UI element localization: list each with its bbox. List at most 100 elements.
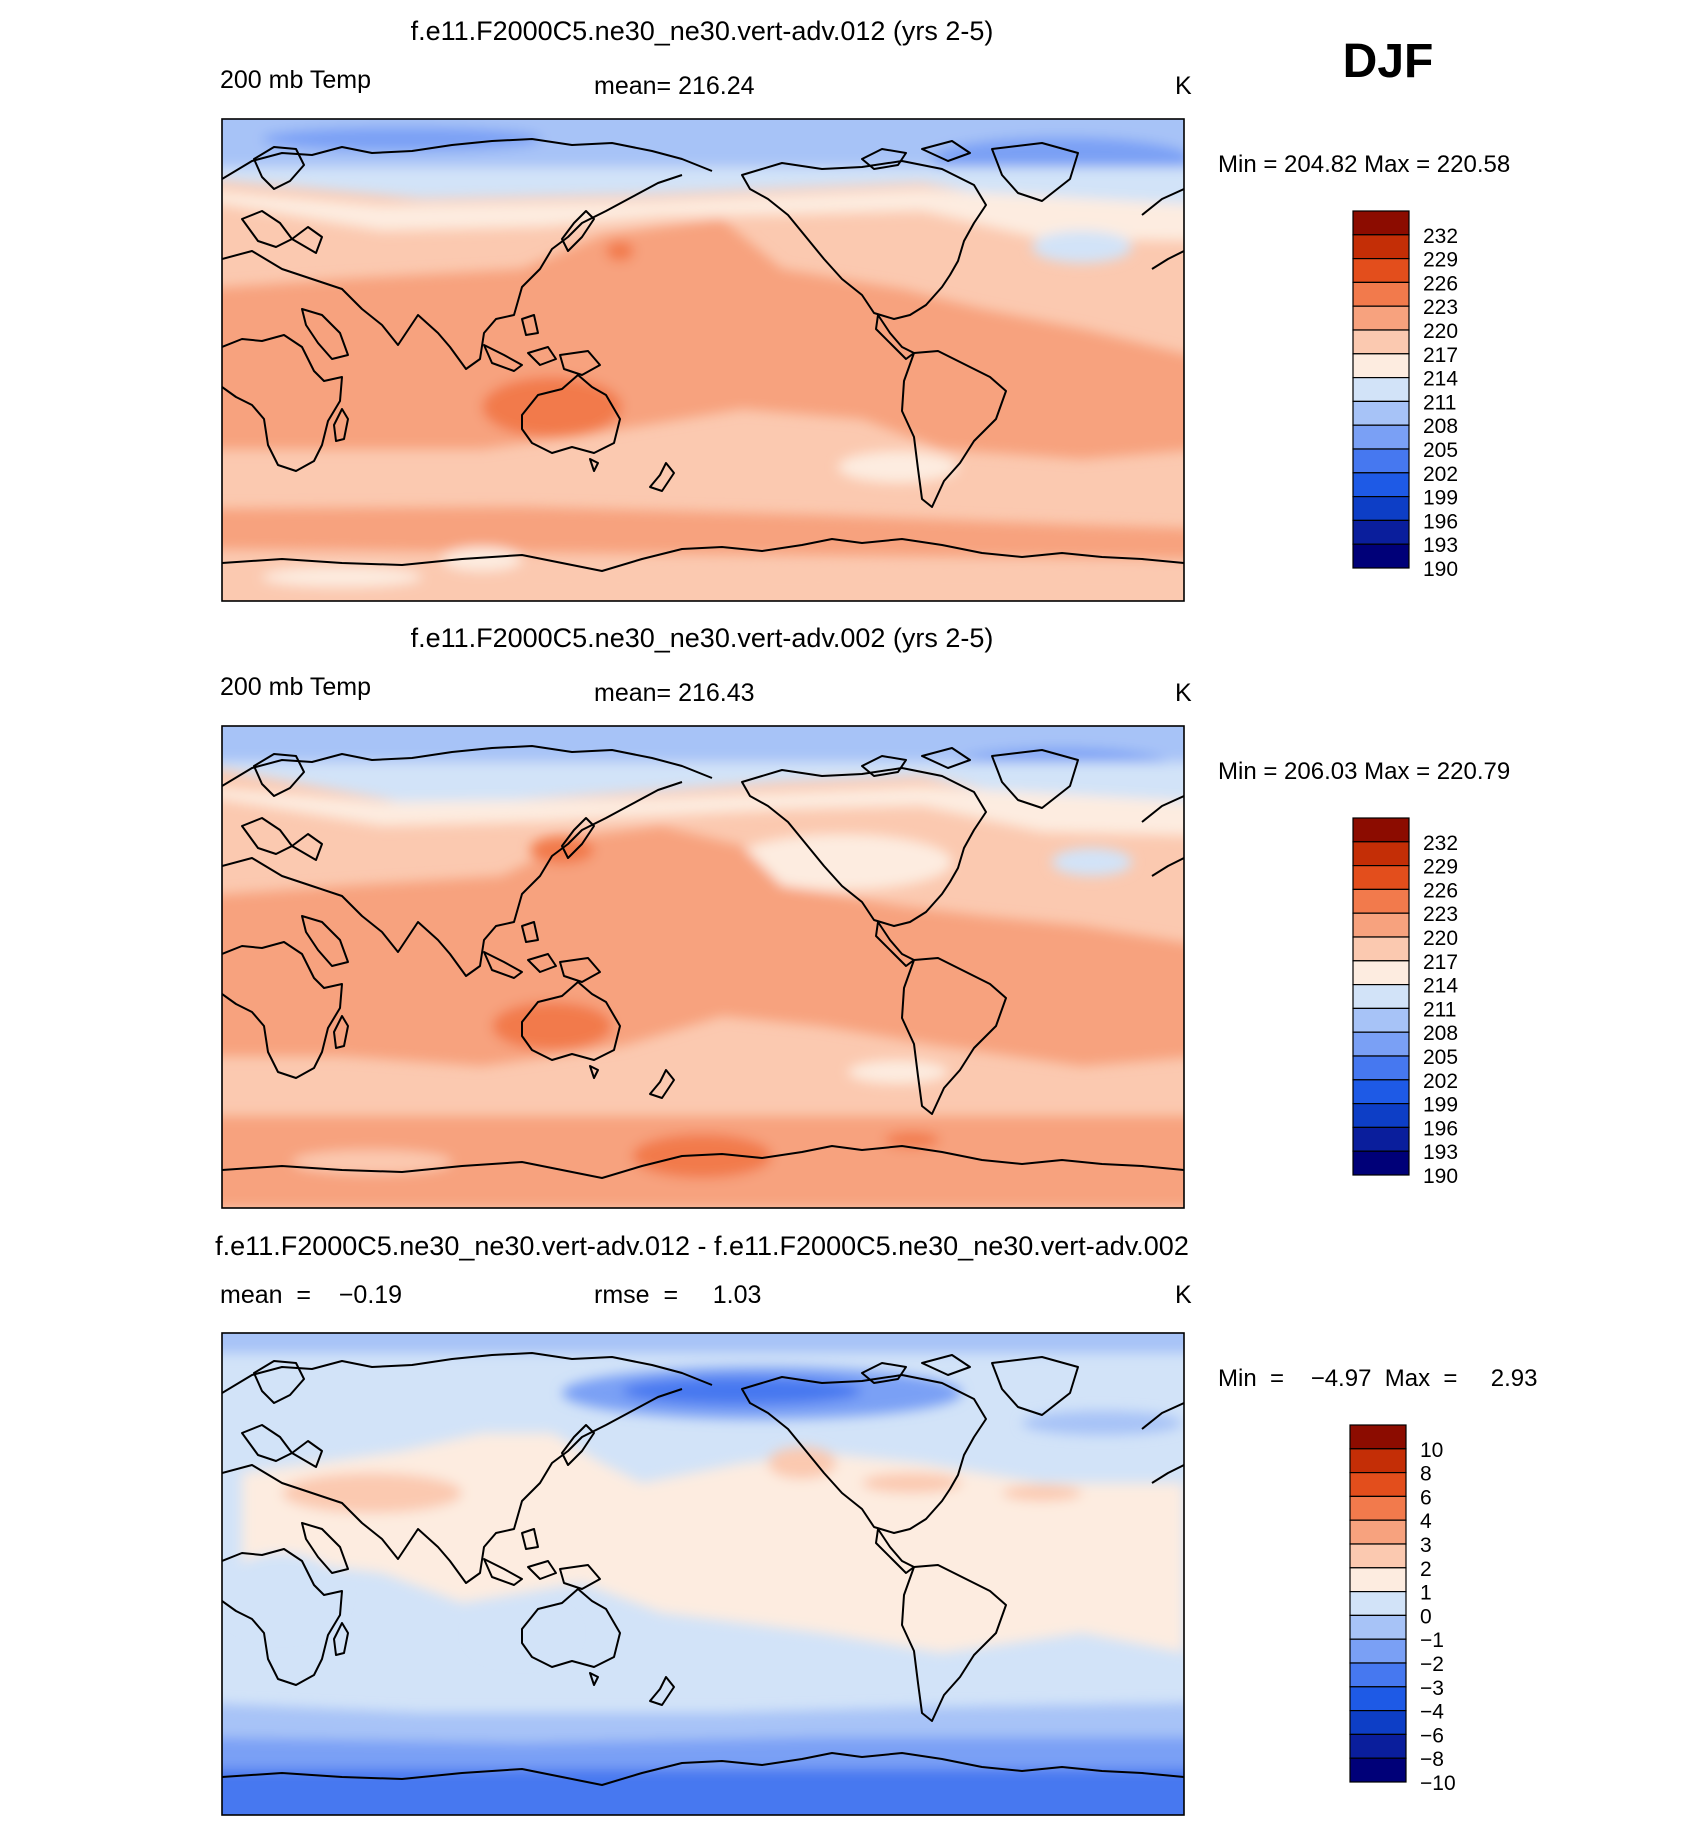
colorbar-swatch: [1352, 472, 1410, 498]
colorbar-swatch: [1352, 817, 1410, 843]
colorbar-tick-label: 217: [1423, 344, 1458, 367]
panel-2-title: f.e11.F2000C5.ne30_ne30.vert-adv.002 (yr…: [411, 623, 994, 653]
colorbar-tick-label: 223: [1423, 903, 1458, 926]
colorbar-tick-label: 220: [1423, 927, 1458, 950]
colorbar-swatch: [1352, 1103, 1410, 1129]
colorbar-swatch: [1352, 305, 1410, 331]
colorbar-swatch: [1352, 353, 1410, 379]
colorbar-tick-label: −3: [1420, 1677, 1444, 1700]
colorbar-tick-label: 2: [1420, 1558, 1432, 1581]
colorbar-tick-label: 232: [1423, 225, 1458, 248]
colorbar-swatch: [1352, 496, 1410, 522]
panel-3-rmse-label: rmse = 1.03: [594, 1281, 761, 1309]
panel-3-minmax-label: Min = −4.97 Max = 2.93: [1218, 1365, 1538, 1392]
colorbar-swatch: [1349, 1448, 1407, 1474]
colorbar-tick-label: −6: [1420, 1724, 1444, 1747]
panel-1: f.e11.F2000C5.ne30_ne30.vert-adv.012 (yr…: [220, 16, 1510, 602]
colorbar-tick-label: 202: [1423, 463, 1458, 486]
colorbar-swatch: [1352, 281, 1410, 307]
colorbar-swatch: [1349, 1710, 1407, 1736]
colorbar-swatch: [1352, 1079, 1410, 1105]
colorbar-swatch: [1352, 424, 1410, 450]
colorbar-swatch: [1352, 329, 1410, 355]
colorbar-swatch: [1352, 543, 1410, 569]
colorbar-swatch: [1349, 1733, 1407, 1759]
colorbar-tick-label: 190: [1423, 558, 1458, 581]
colorbar-swatch: [1352, 1126, 1410, 1152]
colorbar-tick-label: 4: [1420, 1510, 1432, 1533]
colorbar-swatch: [1352, 519, 1410, 545]
colorbar-tick-label: −8: [1420, 1748, 1444, 1771]
colorbar-tick-label: 196: [1423, 510, 1458, 533]
colorbar-swatch: [1352, 984, 1410, 1010]
panel-1-map: [221, 118, 1185, 602]
colorbar-swatch: [1349, 1519, 1407, 1545]
panel-1-minmax-label: Min = 204.82 Max = 220.58: [1218, 151, 1510, 178]
colorbar-tick-label: 0: [1420, 1605, 1432, 1628]
panel-2-variable-label: 200 mb Temp: [220, 673, 371, 701]
colorbar-swatch: [1352, 234, 1410, 260]
colorbar-swatch: [1352, 1031, 1410, 1057]
colorbar-tick-label: 229: [1423, 856, 1458, 879]
colorbar-swatch: [1349, 1662, 1407, 1688]
colorbar-swatch: [1352, 864, 1410, 890]
panel-1-units-label: K: [1175, 72, 1192, 100]
colorbar-tick-label: −1: [1420, 1629, 1444, 1652]
colorbar-swatch: [1349, 1614, 1407, 1640]
colorbar-swatch: [1352, 841, 1410, 867]
colorbar-tick-label: 208: [1423, 415, 1458, 438]
colorbar-swatch: [1352, 448, 1410, 474]
colorbar-tick-label: 232: [1423, 832, 1458, 855]
colorbar-tick-label: 193: [1423, 534, 1458, 557]
colorbar-swatch: [1349, 1591, 1407, 1617]
panel-1-colorbar: 2322292262232202172142112082052021991961…: [1352, 210, 1458, 581]
panel-2: f.e11.F2000C5.ne30_ne30.vert-adv.002 (yr…: [220, 623, 1510, 1209]
colorbar-tick-label: 199: [1423, 487, 1458, 510]
colorbar-swatch: [1352, 210, 1410, 236]
colorbar-tick-label: 205: [1423, 1046, 1458, 1069]
colorbar-tick-label: 229: [1423, 249, 1458, 272]
panel-3-map: [221, 1332, 1185, 1816]
colorbar-tick-label: −4: [1420, 1701, 1444, 1724]
colorbar-swatch: [1349, 1543, 1407, 1569]
panel-3: f.e11.F2000C5.ne30_ne30.vert-adv.012 - f…: [215, 1231, 1538, 1816]
panel-2-mean-label: mean= 216.43: [594, 679, 755, 707]
colorbar-swatch: [1352, 912, 1410, 938]
panel-3-mean-label: mean = −0.19: [220, 1281, 402, 1309]
colorbar-tick-label: 214: [1423, 368, 1458, 391]
colorbar-tick-label: 223: [1423, 296, 1458, 319]
colorbar-tick-label: 3: [1420, 1534, 1432, 1557]
colorbar-tick-label: 1: [1420, 1582, 1432, 1605]
colorbar-tick-label: 202: [1423, 1070, 1458, 1093]
colorbar-swatch: [1349, 1567, 1407, 1593]
colorbar-tick-label: 193: [1423, 1141, 1458, 1164]
colorbar-tick-label: 220: [1423, 320, 1458, 343]
colorbar-tick-label: 190: [1423, 1165, 1458, 1188]
colorbar-swatch: [1349, 1757, 1407, 1783]
panel-3-title: f.e11.F2000C5.ne30_ne30.vert-adv.012 - f…: [215, 1231, 1189, 1261]
colorbar-swatch: [1349, 1638, 1407, 1664]
colorbar-tick-label: 214: [1423, 975, 1458, 998]
colorbar-swatch: [1352, 936, 1410, 962]
panel-2-units-label: K: [1175, 679, 1192, 707]
colorbar-swatch: [1349, 1471, 1407, 1497]
colorbar-tick-label: −10: [1420, 1772, 1456, 1795]
panel-2-minmax-label: Min = 206.03 Max = 220.79: [1218, 758, 1510, 785]
colorbar-tick-label: 196: [1423, 1117, 1458, 1140]
colorbar-tick-label: 208: [1423, 1022, 1458, 1045]
colorbar-tick-label: 10: [1420, 1439, 1443, 1462]
colorbar-swatch: [1352, 1150, 1410, 1176]
colorbar-swatch: [1352, 400, 1410, 426]
colorbar-tick-label: 226: [1423, 879, 1458, 902]
panel-1-variable-label: 200 mb Temp: [220, 66, 371, 94]
colorbar-tick-label: 6: [1420, 1486, 1432, 1509]
colorbar-swatch: [1352, 1055, 1410, 1081]
colorbar-tick-label: 217: [1423, 951, 1458, 974]
colorbar-tick-label: 211: [1423, 391, 1456, 414]
colorbar-swatch: [1349, 1424, 1407, 1450]
panel-3-units-label: K: [1175, 1281, 1192, 1309]
panel-2-map: [221, 725, 1185, 1209]
season-label: DJF: [1343, 35, 1434, 88]
colorbar-swatch: [1349, 1495, 1407, 1521]
